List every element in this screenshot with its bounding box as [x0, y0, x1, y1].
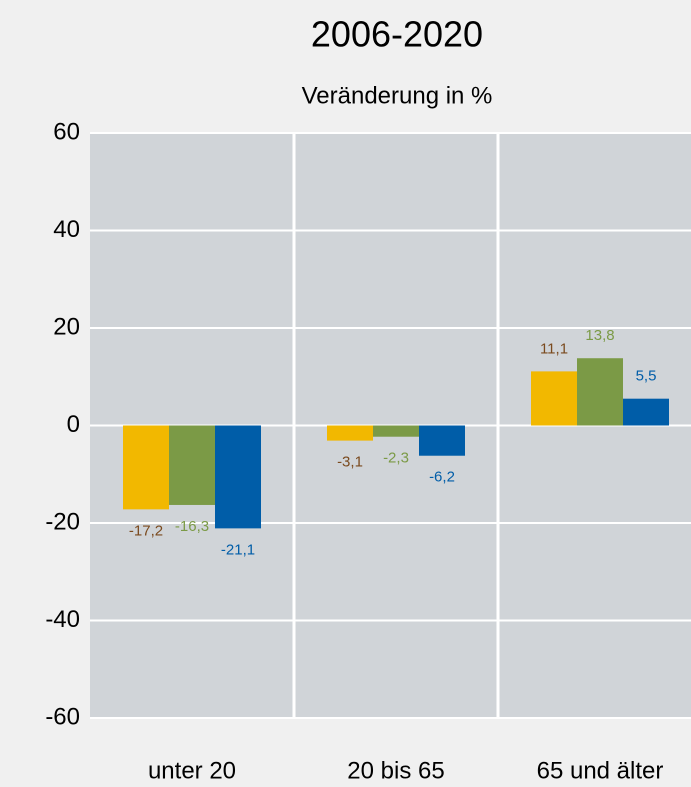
data-label: 13,8	[585, 327, 614, 344]
bar	[531, 371, 577, 426]
data-label: -21,1	[221, 541, 255, 558]
bar	[169, 425, 215, 505]
x-tick-label: unter 20	[148, 757, 236, 784]
y-tick-label: 0	[67, 411, 80, 438]
y-tick-label: 20	[53, 313, 80, 340]
x-tick-label: 20 bis 65	[347, 757, 444, 784]
bar	[123, 425, 169, 510]
data-label: -6,2	[429, 469, 455, 486]
y-tick-label: -20	[45, 508, 80, 535]
bar	[373, 425, 419, 437]
data-label: 5,5	[636, 368, 657, 385]
data-label: -3,1	[337, 454, 363, 471]
bar	[215, 425, 261, 529]
bar	[327, 425, 373, 441]
y-tick-label: -40	[45, 606, 80, 633]
chart-subtitle: Veränderung in %	[302, 82, 493, 109]
data-label: -17,2	[129, 522, 163, 539]
bar	[419, 425, 465, 456]
data-label: 11,1	[540, 340, 568, 357]
data-label: -16,3	[175, 518, 209, 535]
y-tick-label: -60	[45, 703, 80, 730]
bar	[577, 358, 623, 426]
x-tick-label: 65 und älter	[537, 757, 664, 784]
y-tick-label: 60	[53, 118, 80, 145]
bar	[623, 398, 669, 426]
chart-title: 2006-2020	[311, 14, 483, 55]
y-tick-label: 40	[53, 216, 80, 243]
data-label: -2,3	[383, 450, 409, 467]
